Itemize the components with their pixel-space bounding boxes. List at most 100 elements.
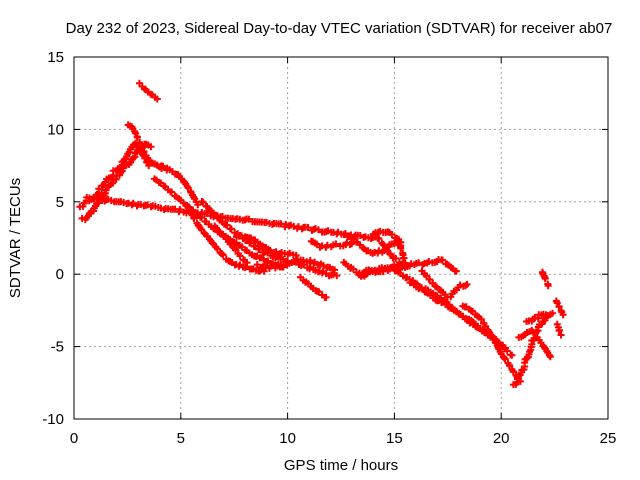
series-s24 bbox=[523, 310, 550, 326]
data-point bbox=[199, 198, 207, 206]
series-s4 bbox=[135, 79, 161, 103]
y-tick-label: -10 bbox=[42, 411, 64, 428]
data-point bbox=[342, 229, 350, 237]
chart-title: Day 232 of 2023, Sidereal Day-to-day VTE… bbox=[66, 20, 613, 37]
series-s21 bbox=[459, 302, 524, 385]
y-tick-label: 10 bbox=[47, 121, 64, 138]
series-s1 bbox=[78, 140, 155, 224]
data-point bbox=[506, 362, 514, 370]
data-point bbox=[548, 309, 556, 317]
data-point bbox=[379, 241, 387, 249]
data-point bbox=[503, 347, 511, 355]
y-tick-label: 5 bbox=[56, 194, 64, 211]
data-point bbox=[462, 315, 470, 323]
data-point bbox=[482, 322, 490, 330]
series-s25 bbox=[538, 268, 552, 290]
data-point bbox=[530, 329, 538, 337]
data-point bbox=[425, 258, 433, 266]
data-point bbox=[322, 293, 330, 301]
data-point bbox=[219, 251, 227, 259]
data-point bbox=[452, 267, 460, 275]
data-point bbox=[153, 95, 161, 103]
data-point bbox=[333, 272, 341, 280]
data-point bbox=[392, 254, 400, 262]
data-point bbox=[477, 315, 485, 323]
data-point bbox=[232, 246, 240, 254]
data-point bbox=[286, 249, 294, 257]
data-point bbox=[445, 301, 453, 309]
x-tick-label: 5 bbox=[177, 430, 185, 447]
data-point bbox=[544, 282, 552, 290]
series-s13 bbox=[296, 273, 330, 301]
data-point bbox=[266, 246, 274, 254]
series-s12 bbox=[290, 258, 341, 280]
data-point bbox=[426, 276, 434, 284]
data-point bbox=[422, 272, 430, 280]
data-point bbox=[546, 353, 554, 361]
data-point bbox=[194, 201, 202, 209]
data-point bbox=[236, 252, 244, 260]
data-points bbox=[76, 79, 567, 389]
data-point bbox=[304, 223, 312, 231]
data-point bbox=[94, 194, 102, 202]
data-point bbox=[395, 238, 403, 246]
data-point bbox=[168, 188, 176, 196]
data-point bbox=[227, 225, 235, 233]
data-point bbox=[213, 245, 221, 253]
data-point bbox=[203, 209, 211, 217]
data-point bbox=[542, 311, 550, 319]
data-point bbox=[147, 143, 155, 151]
x-tick-label: 20 bbox=[493, 430, 510, 447]
data-point bbox=[176, 205, 184, 213]
data-point bbox=[136, 139, 144, 147]
data-point bbox=[439, 256, 447, 264]
series-s9 bbox=[211, 222, 251, 267]
data-point bbox=[272, 261, 280, 269]
data-point bbox=[259, 255, 267, 263]
series-s26 bbox=[552, 297, 567, 319]
data-point bbox=[399, 254, 407, 262]
data-point bbox=[509, 367, 517, 375]
data-point bbox=[463, 280, 471, 288]
data-point bbox=[184, 184, 192, 192]
data-point bbox=[331, 266, 339, 274]
data-point bbox=[555, 303, 563, 311]
data-point bbox=[397, 244, 405, 252]
data-point bbox=[238, 232, 246, 240]
data-point bbox=[501, 355, 509, 363]
series-s10 bbox=[232, 232, 300, 259]
series-s20 bbox=[418, 267, 471, 301]
data-point bbox=[348, 240, 356, 248]
data-point bbox=[375, 235, 383, 243]
data-point bbox=[243, 259, 251, 267]
x-tick-label: 25 bbox=[600, 430, 617, 447]
series-s5 bbox=[148, 159, 202, 209]
data-point bbox=[332, 240, 340, 248]
data-point bbox=[557, 331, 565, 339]
x-tick-label: 0 bbox=[70, 430, 78, 447]
data-point bbox=[508, 351, 516, 359]
data-point bbox=[245, 215, 253, 223]
series-s23 bbox=[515, 326, 554, 361]
x-axis-label: GPS time / hours bbox=[284, 457, 398, 474]
x-tick-label: 15 bbox=[386, 430, 403, 447]
data-point bbox=[129, 199, 137, 207]
series-s28 bbox=[83, 193, 460, 279]
data-point bbox=[133, 133, 141, 141]
data-point bbox=[559, 311, 567, 319]
data-point bbox=[190, 214, 198, 222]
data-point bbox=[541, 275, 549, 283]
grid-lines bbox=[74, 57, 608, 419]
data-point bbox=[218, 250, 226, 258]
plot-frame bbox=[73, 56, 609, 420]
x-tick-label: 10 bbox=[279, 430, 296, 447]
data-point bbox=[159, 162, 167, 170]
data-point bbox=[140, 148, 148, 156]
y-tick-label: 0 bbox=[56, 266, 64, 283]
y-tick-label: 15 bbox=[47, 49, 64, 66]
data-point bbox=[223, 221, 231, 229]
data-point bbox=[251, 242, 259, 250]
data-point bbox=[323, 241, 331, 249]
series-s27 bbox=[553, 320, 565, 339]
